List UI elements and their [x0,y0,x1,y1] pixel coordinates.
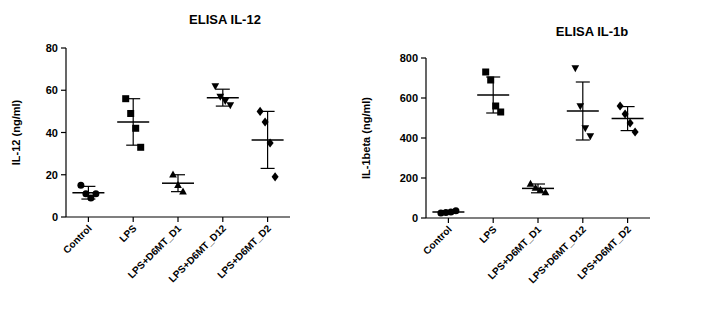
y-tick-label: 800 [400,52,418,64]
y-axis-label: IL-1beta (ng/ml) [360,97,372,179]
mean-line [567,110,599,112]
data-point [632,127,639,136]
x-tick-label: LPS+D6MT_D2 [215,222,273,280]
y-tick [421,97,426,98]
data-point [132,125,139,132]
y-tick [61,90,66,91]
y-tick-label: 400 [400,132,418,144]
y-tick [421,57,426,58]
y-tick-label: 60 [46,84,58,96]
x-tick-label: LPS+D6MT_D2 [575,223,633,281]
plot-area [432,65,643,216]
data-point [267,139,274,148]
mean-line [117,121,149,123]
x-tick-label: LPS [477,223,499,245]
y-tick [61,132,66,133]
y-tick [61,174,66,175]
mean-line [477,94,509,96]
chart: ELISA IL-12 0 20 40 60 80 IL-12 (ng/ml) Control… [10,12,290,284]
title: ELISA IL-1b [556,24,629,39]
y-tick [421,137,426,138]
x-tick [448,218,449,223]
data-point [571,65,579,72]
data-point [487,77,494,84]
x-tick [493,218,494,223]
x-tick [582,218,583,223]
data-point [482,69,489,76]
error-cap [531,183,545,184]
data-point [127,110,134,117]
data-point [617,101,624,110]
y-tick-label: 200 [400,172,418,184]
y-tick [61,47,66,48]
y-tick [61,216,66,217]
data-point [211,83,219,90]
chart: ELISA IL-1b 0 200 400 600 800 IL-1beta (ng/ml)… [360,24,650,285]
y-tick-label: 80 [46,42,58,54]
data-point [581,125,589,132]
data-point [226,102,234,109]
y-tick-label: 20 [46,169,58,181]
x-tick [88,217,89,222]
mean-line [252,139,284,141]
data-point [537,186,545,193]
data-point [262,117,269,126]
data-point [452,207,459,214]
x-tick [627,218,628,223]
x-tick-label: Control [421,223,454,256]
x-tick [177,217,178,222]
figure: ELISA IL-12 0 20 40 60 80 IL-12 (ng/ml) Control… [0,0,726,310]
data-point [272,172,279,181]
y-tick-label: 600 [400,92,418,104]
data-point [586,133,594,140]
data-point [77,182,84,189]
error-cap [576,81,590,82]
y-axis-label: IL-12 (ng/ml) [10,99,22,165]
plot-area [72,83,283,201]
error-cap [576,139,590,140]
y-tick-label: 40 [46,127,58,139]
x-tick [267,217,268,222]
x-tick [133,217,134,222]
error-cap [216,89,230,90]
error-cap [216,105,230,106]
data-point [532,184,540,191]
y-tick [421,217,426,218]
data-point [492,103,499,110]
x-tick-label: LPS [117,222,139,244]
data-point [627,118,634,127]
y-tick-label: 0 [52,211,58,223]
data-point [622,109,629,118]
data-point [542,188,550,195]
y-tick-label: 0 [412,212,418,224]
x-tick-label: Control [61,222,94,255]
data-point [137,144,144,151]
title: ELISA IL-12 [189,12,261,27]
error-cap [261,168,275,169]
data-point [179,187,187,194]
x-tick [537,218,538,223]
x-tick [222,217,223,222]
data-point [257,107,264,116]
data-point [122,95,129,102]
data-point [527,180,535,187]
y-tick [421,177,426,178]
data-point [174,181,182,188]
mean-line [612,118,644,120]
data-point [497,109,504,116]
data-point [576,103,584,110]
data-point [92,190,99,197]
data-point [169,171,177,178]
